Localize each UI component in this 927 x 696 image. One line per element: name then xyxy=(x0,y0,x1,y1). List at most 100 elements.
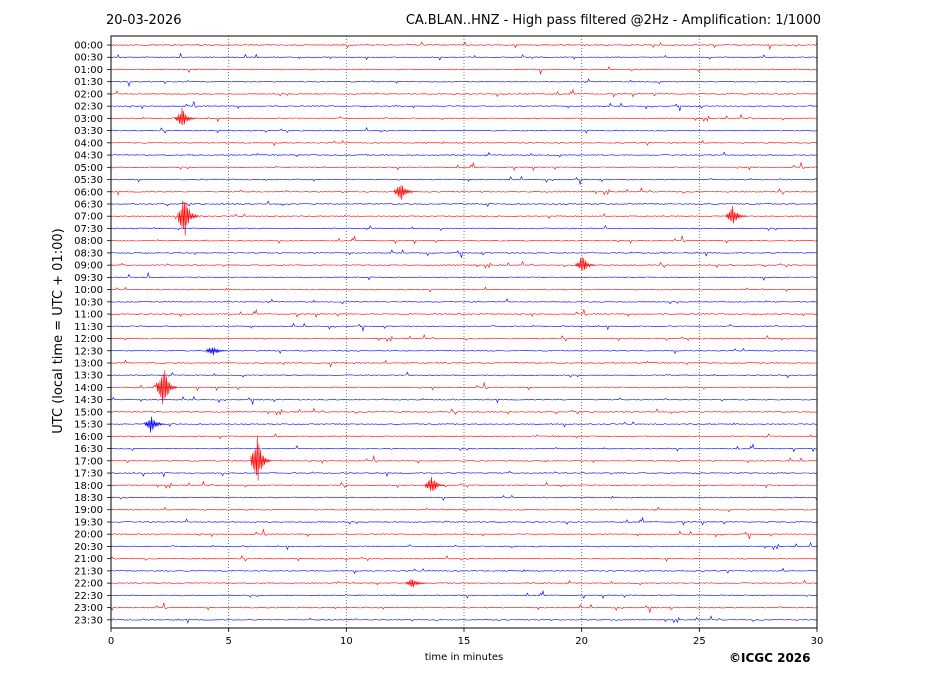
trace-1300 xyxy=(110,359,817,368)
trace-0500 xyxy=(110,161,817,172)
y-tick-label: 03:00 xyxy=(74,114,103,125)
trace-0400 xyxy=(110,139,817,147)
trace-1730 xyxy=(110,470,817,478)
y-tick-label: 15:00 xyxy=(74,407,103,418)
copyright-label: ©ICGC 2026 xyxy=(729,651,811,665)
trace-0800 xyxy=(110,235,817,245)
y-axis-label: UTC (local time = UTC + 01:00) xyxy=(51,228,66,433)
trace-0130 xyxy=(110,78,817,88)
y-tick-label: 16:00 xyxy=(74,432,103,443)
y-tick-label: 15:30 xyxy=(74,420,103,431)
trace-0700 xyxy=(110,200,817,236)
trace-2000 xyxy=(110,528,817,540)
y-tick-label: 05:00 xyxy=(74,163,103,174)
y-tick-label: 00:00 xyxy=(74,41,103,52)
y-tick-label: 20:30 xyxy=(74,542,103,553)
x-tick-label: 20 xyxy=(575,636,588,647)
trace-1330 xyxy=(110,371,817,379)
plot-frame xyxy=(110,35,818,629)
y-tick-label: 01:00 xyxy=(74,65,103,76)
y-tick-label: 11:30 xyxy=(74,322,103,333)
trace-1830 xyxy=(110,494,817,501)
trace-1430 xyxy=(110,396,817,405)
y-tick-label: 02:00 xyxy=(74,89,103,100)
y-tick-label: 21:30 xyxy=(74,566,103,577)
trace-0430 xyxy=(110,151,817,158)
trace-1000 xyxy=(110,286,817,293)
y-tick-label: 18:30 xyxy=(74,493,103,504)
chart-title: CA.BLAN..HNZ - High pass filtered @2Hz -… xyxy=(405,13,821,28)
y-tick-label: 07:00 xyxy=(74,212,103,223)
y-tick-label: 10:30 xyxy=(74,297,103,308)
trace-0730 xyxy=(110,224,817,231)
trace-1500 xyxy=(110,407,817,416)
trace-2100 xyxy=(110,555,817,562)
x-tick-label: 25 xyxy=(693,636,706,647)
trace-2030 xyxy=(110,541,817,551)
y-tick-label: 19:30 xyxy=(74,517,103,528)
y-tick-label: 23:30 xyxy=(74,615,103,626)
trace-1130 xyxy=(110,322,817,332)
trace-0830 xyxy=(110,249,817,258)
y-tick-label: 21:00 xyxy=(74,554,103,565)
trace-1100 xyxy=(110,308,817,318)
y-tick-label: 13:30 xyxy=(74,371,103,382)
trace-2200 xyxy=(110,579,817,588)
trace-0330 xyxy=(110,126,817,134)
trace-1700 xyxy=(110,435,817,481)
y-tick-label: 05:30 xyxy=(74,175,103,186)
trace-0900 xyxy=(110,256,817,271)
trace-0200 xyxy=(110,88,817,98)
trace-1400 xyxy=(110,370,817,405)
y-tick-label: 09:00 xyxy=(74,261,103,272)
trace-1800 xyxy=(110,476,817,492)
y-tick-label: 00:30 xyxy=(74,53,103,64)
trace-0000 xyxy=(110,41,817,51)
trace-2300 xyxy=(110,602,817,613)
y-tick-label: 16:30 xyxy=(74,444,103,455)
trace-0030 xyxy=(110,52,817,61)
y-tick-label: 14:30 xyxy=(74,395,103,406)
y-tick-label: 19:00 xyxy=(74,505,103,516)
y-tick-label: 14:00 xyxy=(74,383,103,394)
y-tick-label: 12:30 xyxy=(74,346,103,357)
trace-1200 xyxy=(110,333,817,343)
y-tick-label: 08:30 xyxy=(74,248,103,259)
y-tick-label: 13:00 xyxy=(74,358,103,369)
chart-date: 20-03-2026 xyxy=(106,13,182,28)
y-tick-label: 07:30 xyxy=(74,224,103,235)
y-tick-label: 11:00 xyxy=(74,310,103,321)
y-tick-label: 17:00 xyxy=(74,456,103,467)
trace-1600 xyxy=(110,433,817,440)
x-tick-label: 5 xyxy=(225,636,231,647)
trace-0600 xyxy=(110,185,817,201)
trace-2330 xyxy=(110,615,817,624)
trace-0530 xyxy=(110,175,817,185)
x-tick-label: 15 xyxy=(458,636,471,647)
y-tick-label: 18:00 xyxy=(74,481,103,492)
y-tick-label: 20:00 xyxy=(74,530,103,541)
x-tick-label: 0 xyxy=(108,636,114,647)
y-tick-label: 23:00 xyxy=(74,603,103,614)
y-tick-label: 09:30 xyxy=(74,273,103,284)
trace-1230 xyxy=(110,347,817,356)
trace-1630 xyxy=(110,443,817,453)
x-tick-label: 10 xyxy=(340,636,353,647)
y-tick-label: 03:30 xyxy=(74,126,103,137)
trace-0300 xyxy=(110,107,817,126)
y-tick-label: 06:30 xyxy=(74,199,103,210)
y-tick-label: 12:00 xyxy=(74,334,103,345)
trace-1030 xyxy=(110,298,817,305)
y-tick-label: 08:00 xyxy=(74,236,103,247)
y-tick-label: 02:30 xyxy=(74,102,103,113)
trace-1530 xyxy=(110,416,817,433)
trace-2230 xyxy=(110,590,817,600)
y-tick-label: 10:00 xyxy=(74,285,103,296)
y-tick-label: 06:00 xyxy=(74,187,103,198)
y-tick-label: 22:00 xyxy=(74,579,103,590)
trace-1930 xyxy=(110,516,817,526)
trace-2130 xyxy=(110,567,817,575)
trace-0630 xyxy=(110,200,817,208)
trace-0930 xyxy=(110,272,817,281)
